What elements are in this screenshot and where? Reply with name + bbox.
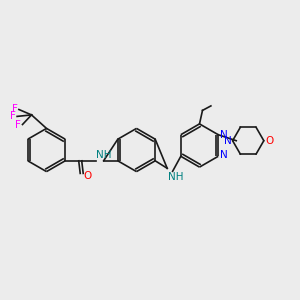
Text: N: N: [224, 136, 231, 146]
Text: NH: NH: [168, 172, 183, 182]
Text: O: O: [84, 171, 92, 182]
Text: N: N: [220, 150, 227, 161]
Text: NH: NH: [96, 150, 112, 160]
Text: F: F: [15, 119, 21, 130]
Text: N: N: [220, 130, 227, 140]
Text: O: O: [265, 136, 273, 146]
Text: F: F: [12, 104, 18, 115]
Text: F: F: [10, 111, 16, 122]
